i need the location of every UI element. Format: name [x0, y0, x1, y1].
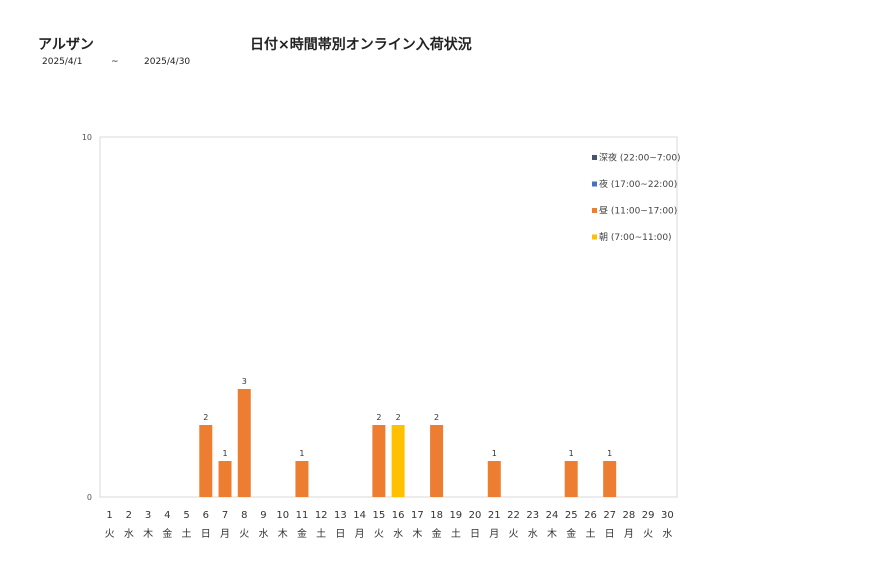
- bar-segment: [199, 425, 213, 497]
- x-weekday-label: 水: [662, 528, 672, 540]
- x-tick-label: 28: [623, 510, 636, 521]
- x-tick-label: 27: [603, 510, 616, 521]
- x-weekday-label: 火: [105, 528, 115, 540]
- x-weekday-label: 土: [182, 527, 192, 540]
- data-label: 2: [376, 413, 381, 422]
- bar-segment: [237, 389, 251, 497]
- data-label: 1: [299, 449, 304, 458]
- x-tick-label: 7: [222, 510, 228, 521]
- x-weekday-label: 木: [547, 528, 557, 540]
- x-weekday-label: 月: [355, 528, 365, 540]
- x-tick-label: 15: [373, 510, 386, 521]
- legend-label: 昼 (11:00~17:00): [599, 206, 677, 217]
- legend-label: 朝 (7:00~11:00): [599, 232, 672, 243]
- x-tick-label: 9: [260, 510, 266, 521]
- bar-segment: [564, 461, 578, 497]
- chart-title: 日付×時間帯別オンライン入荷状況: [250, 37, 472, 53]
- x-tick-label: 13: [334, 510, 347, 521]
- data-label: 1: [569, 449, 574, 458]
- data-label: 1: [607, 449, 612, 458]
- date-separator: ~: [111, 57, 119, 67]
- data-label: 2: [434, 413, 439, 422]
- x-tick-label: 23: [526, 510, 539, 521]
- plot-area: [99, 136, 678, 498]
- date-from: 2025/4/1: [42, 57, 83, 67]
- x-weekday-label: 火: [643, 528, 653, 540]
- x-weekday-label: 水: [393, 528, 403, 540]
- x-tick-label: 12: [315, 510, 328, 521]
- x-weekday-label: 土: [316, 527, 326, 540]
- data-label: 2: [203, 413, 208, 422]
- x-tick-label: 1: [106, 510, 112, 521]
- data-label: 1: [492, 449, 497, 458]
- legend-label: 深夜 (22:00~7:00): [599, 152, 681, 164]
- legend-swatch: [592, 155, 597, 160]
- x-tick-label: 11: [296, 510, 309, 521]
- x-tick-label: 3: [145, 510, 151, 521]
- x-weekday-label: 水: [258, 528, 268, 540]
- x-weekday-label: 金: [566, 527, 576, 540]
- x-weekday-label: 日: [605, 529, 615, 540]
- data-label: 3: [242, 377, 247, 386]
- x-weekday-label: 木: [412, 528, 422, 540]
- x-weekday-label: 木: [143, 528, 153, 540]
- x-tick-label: 24: [546, 510, 559, 521]
- x-tick-label: 5: [183, 510, 189, 521]
- y-tick-label: 10: [82, 133, 92, 142]
- bar-segment: [295, 461, 309, 497]
- x-weekday-label: 木: [278, 528, 288, 540]
- legend-swatch: [592, 234, 597, 240]
- x-weekday-label: 土: [585, 527, 595, 540]
- x-weekday-label: 火: [239, 528, 249, 540]
- x-weekday-label: 月: [624, 528, 634, 540]
- legend-label: 夜 (17:00~22:00): [599, 178, 677, 190]
- data-label: 1: [222, 449, 227, 458]
- x-weekday-label: 金: [297, 527, 307, 540]
- x-weekday-label: 水: [528, 528, 538, 540]
- x-tick-label: 20: [469, 510, 482, 521]
- x-tick-label: 25: [565, 510, 578, 521]
- bar-segment: [391, 425, 405, 497]
- x-weekday-label: 月: [489, 528, 499, 540]
- x-tick-label: 18: [430, 510, 443, 521]
- x-tick-label: 2: [126, 510, 132, 521]
- x-weekday-label: 土: [451, 527, 461, 540]
- x-tick-label: 29: [642, 510, 655, 521]
- y-tick-label: 0: [87, 493, 92, 502]
- bar-segment: [487, 461, 501, 497]
- x-tick-label: 16: [392, 510, 405, 521]
- bar-segment: [372, 425, 386, 497]
- x-weekday-label: 金: [162, 527, 172, 540]
- x-tick-label: 19: [449, 510, 462, 521]
- x-weekday-label: 火: [374, 528, 384, 540]
- x-weekday-label: 水: [124, 528, 134, 540]
- x-tick-label: 22: [507, 510, 520, 521]
- x-tick-label: 21: [488, 510, 501, 521]
- x-weekday-label: 日: [201, 529, 211, 540]
- x-tick-label: 14: [353, 510, 366, 521]
- date-to: 2025/4/30: [144, 57, 191, 67]
- x-weekday-label: 火: [509, 528, 519, 540]
- legend-swatch: [592, 208, 597, 213]
- bar-segment: [603, 461, 617, 497]
- x-tick-label: 17: [411, 510, 424, 521]
- data-label: 2: [396, 413, 401, 422]
- legend-swatch: [592, 181, 597, 187]
- x-tick-label: 8: [241, 510, 247, 521]
- x-weekday-label: 月: [220, 528, 230, 540]
- x-tick-label: 4: [164, 510, 170, 521]
- x-weekday-label: 金: [432, 527, 442, 540]
- x-tick-label: 6: [203, 510, 209, 521]
- x-tick-label: 26: [584, 510, 597, 521]
- x-weekday-label: 日: [335, 529, 345, 540]
- bar-segment: [218, 461, 232, 497]
- store-name: アルザン: [38, 37, 94, 53]
- bar-segment: [430, 425, 444, 497]
- x-weekday-label: 日: [470, 529, 480, 540]
- x-tick-label: 30: [661, 510, 674, 521]
- x-tick-label: 10: [276, 510, 289, 521]
